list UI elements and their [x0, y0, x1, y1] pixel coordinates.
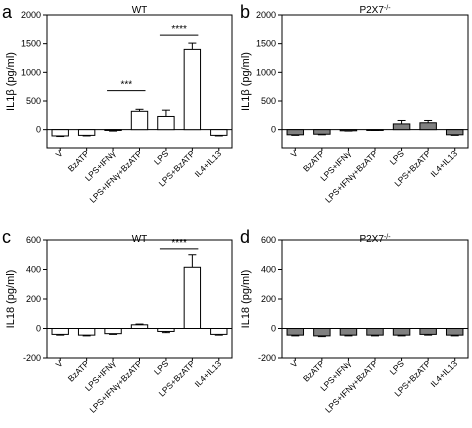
bar [183, 266, 202, 330]
panel-title: WT [132, 5, 148, 16]
panel-a: a WT IL1β (pg/ml) 0 500 1000 1500 2000 V BzATP LPS… [2, 2, 233, 205]
x-tick-label: V [289, 148, 300, 159]
y-tick-label: 0 [271, 125, 276, 135]
x-tick-label: V [54, 148, 65, 159]
bar [210, 129, 228, 136]
x-tick-label: LPS [152, 148, 171, 167]
significance-label: **** [171, 24, 187, 35]
x-tick-label: IL4+IL13 [428, 358, 459, 389]
y-tick-label: 0 [36, 324, 41, 334]
panel-letter: c [2, 227, 11, 247]
bar [392, 328, 411, 336]
y-tick-label: -200 [23, 353, 41, 363]
y-tick-label: 0 [271, 324, 276, 334]
bar [419, 122, 437, 131]
x-tick-label: LPS [388, 148, 407, 167]
y-tick-label: 600 [261, 235, 276, 245]
y-tick-label: -200 [258, 353, 276, 363]
bar [419, 328, 437, 335]
y-tick-label: 0 [36, 125, 41, 135]
y-tick-label: 500 [261, 96, 276, 106]
bar [157, 328, 175, 332]
y-tick-label: 1000 [256, 67, 276, 77]
panel-d: d P2X7-/- IL18 (pg/ml) -200 0 200 400 600 V BzATP… [240, 227, 469, 415]
panel-title: P2X7-/- [359, 5, 391, 17]
y-axis-title: IL1β (pg/ml) [5, 52, 17, 111]
bar [286, 328, 305, 336]
x-tick-label: V [54, 358, 65, 369]
x-tick-label: BzATP [301, 148, 327, 174]
bar [77, 328, 96, 336]
y-tick-label: 1000 [21, 67, 41, 77]
y-tick-label: 2000 [256, 10, 276, 20]
panel-title-superscript: -/- [384, 5, 391, 12]
bar [77, 129, 96, 136]
bar [313, 129, 331, 135]
bar [130, 324, 149, 329]
bar [183, 48, 202, 131]
bar [130, 110, 149, 131]
panel-title-text: WT [132, 5, 148, 16]
x-tick-label: LPS [152, 358, 171, 377]
panel-title-superscript: -/- [384, 234, 391, 241]
bar [313, 328, 331, 337]
y-tick-label: 600 [26, 235, 41, 245]
panel-letter: d [240, 227, 250, 247]
x-tick-label: V [289, 358, 300, 369]
panel-b: b P2X7-/- IL1β (pg/ml) 0 500 1000 1500 2000 V BzA… [240, 2, 469, 205]
plot-frame [281, 14, 469, 149]
x-tick-label: BzATP [66, 148, 92, 174]
bar [392, 123, 411, 131]
bar [104, 328, 122, 335]
y-tick-label: 1500 [21, 39, 41, 49]
significance-label: *** [120, 80, 132, 91]
bar [339, 328, 358, 336]
y-tick-label: 500 [26, 96, 41, 106]
bar [445, 129, 464, 136]
x-tick-label: IL4+IL13 [193, 358, 224, 389]
y-tick-label: 200 [261, 294, 276, 304]
x-tick-label: LPS [388, 358, 407, 377]
significance-label: **** [171, 238, 187, 249]
panel-title-text: P2X7 [359, 5, 384, 16]
bar [210, 328, 228, 335]
x-tick-label: BzATP [66, 358, 92, 384]
panel-title: P2X7-/- [359, 234, 391, 246]
bar [157, 115, 175, 131]
x-tick-label: IL4+IL13 [428, 148, 459, 179]
y-axis-title: IL18 (pg/ml) [5, 270, 17, 329]
bar [286, 129, 305, 136]
plot-frame [46, 239, 233, 359]
bar [366, 328, 384, 336]
y-tick-label: 400 [261, 265, 276, 275]
bar [51, 328, 69, 335]
bar [445, 328, 464, 336]
x-tick-label: BzATP [301, 358, 327, 384]
y-axis-title: IL1β (pg/ml) [240, 52, 252, 111]
x-tick-label: IL4+IL13 [193, 148, 224, 179]
y-axis-title: IL18 (pg/ml) [240, 270, 252, 329]
y-tick-label: 400 [26, 265, 41, 275]
y-tick-label: 2000 [21, 10, 41, 20]
panel-letter: b [240, 2, 250, 22]
y-tick-label: 1500 [256, 39, 276, 49]
bar [51, 129, 69, 137]
panel-letter: a [2, 2, 13, 22]
plot-frame [281, 239, 469, 359]
y-tick-label: 200 [26, 294, 41, 304]
